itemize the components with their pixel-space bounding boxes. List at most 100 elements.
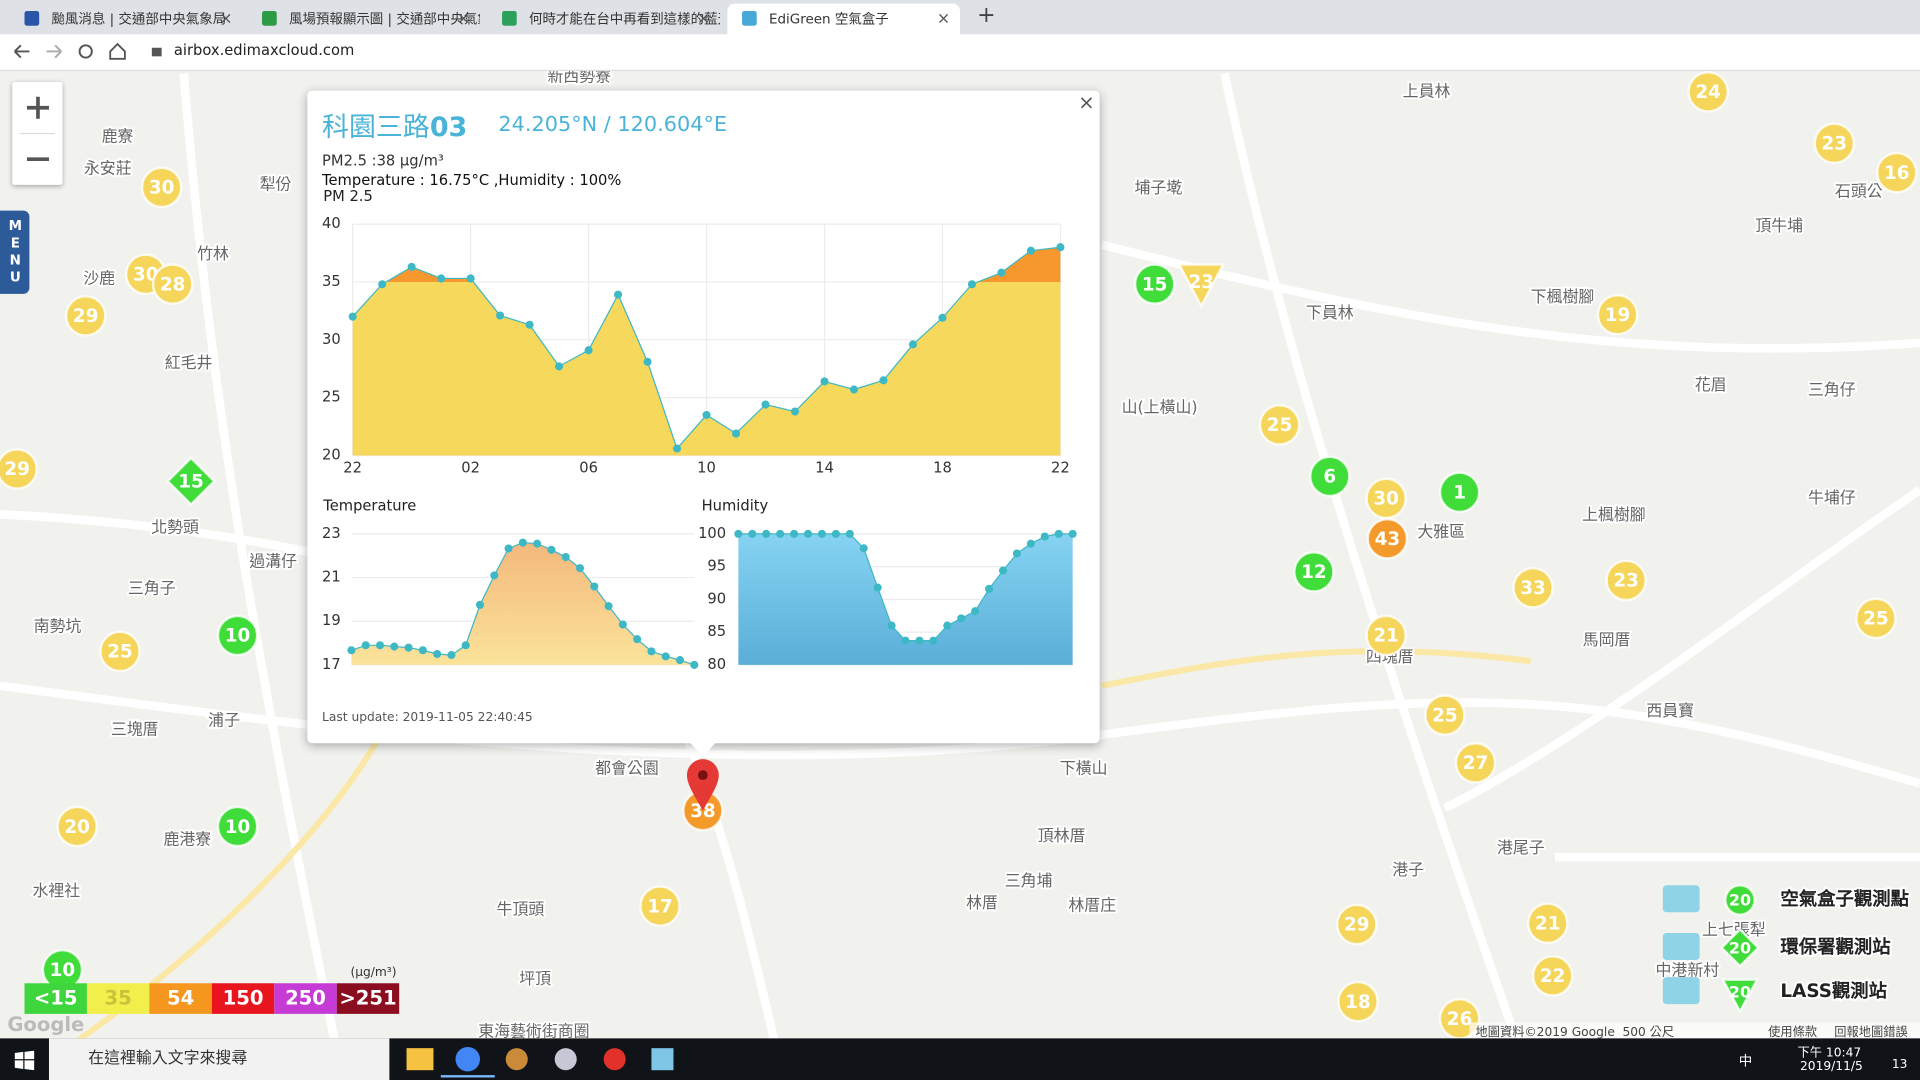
browser-tab[interactable]: 何時才能在台中再看到這樣的藍天 × — [487, 4, 720, 35]
clock-date[interactable]: 2019/11/5 — [1800, 1060, 1863, 1074]
place-label: 林厝 — [966, 893, 998, 912]
station-marker[interactable] — [1258, 404, 1301, 446]
app-6[interactable] — [651, 1048, 674, 1071]
station-marker[interactable] — [1454, 742, 1497, 784]
station-marker[interactable] — [639, 885, 681, 927]
map-report[interactable]: 回報地圖錯誤 — [1834, 1024, 1907, 1039]
tab-close[interactable]: × — [696, 9, 711, 29]
station-marker[interactable] — [151, 263, 194, 305]
station-marker[interactable] — [1365, 614, 1407, 657]
station-marker[interactable] — [1512, 566, 1554, 609]
browser-tab[interactable]: 風場預報顯示圖 | 交通部中央氣象 × — [247, 4, 480, 35]
marker-value: 10 — [225, 626, 251, 647]
name: 科園三路 — [322, 112, 430, 144]
station-marker[interactable] — [1875, 151, 1918, 194]
close-button[interactable]: × — [1078, 90, 1095, 114]
legend-swatch — [336, 983, 400, 1014]
back[interactable] — [14, 44, 30, 59]
tab-icon — [502, 11, 517, 26]
station-marker[interactable] — [1719, 927, 1761, 968]
app-explorer[interactable] — [406, 1048, 434, 1071]
home[interactable] — [109, 42, 126, 60]
marker-value: 6 — [1323, 467, 1336, 488]
station-marker[interactable] — [56, 805, 98, 848]
station-legend-label: 空氣盒子觀測點 — [1780, 888, 1909, 910]
station-marker[interactable] — [0, 448, 38, 490]
tab-close[interactable]: × — [219, 9, 233, 29]
station-marker[interactable] — [1335, 903, 1378, 946]
station-marker[interactable] — [166, 456, 217, 507]
place-label: 沙鹿 — [83, 269, 115, 288]
app-5[interactable] — [603, 1048, 626, 1071]
marker-value: 21 — [1373, 626, 1399, 647]
station-marker[interactable] — [1337, 980, 1379, 1023]
station-marker[interactable] — [1424, 694, 1466, 736]
location-pin[interactable] — [686, 759, 719, 811]
station-marker[interactable] — [1605, 559, 1647, 602]
notification-count[interactable]: 13 — [1891, 1057, 1908, 1072]
place-label: 紅毛井 — [165, 353, 213, 372]
place-label: 三塊厝 — [111, 719, 159, 738]
station-marker[interactable] — [1855, 597, 1897, 640]
station-marker[interactable] — [216, 614, 259, 657]
browser-tab[interactable]: EdiGreen 空氣盒子 × — [727, 3, 960, 35]
place-label: 過溝仔 — [249, 552, 297, 571]
clock-time[interactable]: 下午 10:47 — [1797, 1046, 1862, 1061]
app-4[interactable] — [554, 1048, 577, 1071]
place-label: 石頭公 — [1835, 182, 1883, 201]
zoom-in[interactable] — [26, 96, 49, 119]
forward[interactable] — [46, 44, 62, 59]
marker-value: 16 — [1884, 163, 1910, 184]
search-box[interactable]: 在這裡輸入文字來搜尋 — [48, 1038, 390, 1080]
station-marker[interactable] — [1177, 263, 1226, 309]
station-marker[interactable] — [1531, 955, 1574, 997]
station-marker[interactable] — [1366, 517, 1409, 560]
station-marker[interactable] — [1133, 263, 1176, 305]
station-marker[interactable] — [1526, 902, 1569, 945]
station-marker[interactable] — [1308, 455, 1351, 498]
tab-close[interactable]: × — [456, 9, 471, 29]
station-marker[interactable] — [1365, 477, 1407, 520]
legend-label: 250 — [285, 987, 326, 1010]
marker-value: 28 — [160, 274, 186, 295]
station-marker[interactable] — [1596, 293, 1639, 336]
station-marker[interactable] — [216, 805, 259, 848]
tab-icon — [262, 11, 277, 26]
station-marker[interactable] — [64, 295, 107, 337]
station-marker[interactable] — [1720, 978, 1760, 1015]
station-marker[interactable] — [1438, 471, 1481, 514]
app-3[interactable] — [505, 1048, 528, 1071]
place-label: 浦子 — [208, 711, 240, 730]
place-label: 西員寶 — [1646, 701, 1694, 720]
map-scale: 500 公尺 — [1622, 1025, 1674, 1039]
marker-value: 29 — [4, 459, 30, 480]
marker-value: 25 — [1863, 609, 1889, 630]
tab-icon — [24, 11, 40, 26]
station-marker[interactable] — [1813, 122, 1856, 165]
url[interactable]: airbox.edimaxcloud.com — [173, 41, 355, 59]
station-marker[interactable] — [140, 166, 183, 209]
legend-icon — [1662, 977, 1700, 1005]
marker-value: 10 — [50, 960, 76, 981]
ime[interactable]: 中 — [1738, 1053, 1753, 1069]
start[interactable] — [14, 1050, 35, 1071]
zoom-icons[interactable] — [12, 82, 62, 185]
menu-button[interactable]: MENU — [0, 210, 30, 294]
zoom-control — [12, 82, 63, 185]
station-marker[interactable] — [1293, 551, 1335, 593]
pm-line: PM2.5 :38 μg/m³ — [322, 151, 444, 169]
new-tab[interactable]: + — [977, 2, 996, 29]
reload[interactable] — [78, 44, 93, 59]
marker-value: 23 — [1188, 272, 1214, 293]
map-terms[interactable]: 使用條款 — [1768, 1024, 1817, 1039]
place-label: 水裡社 — [32, 881, 80, 900]
app-chrome[interactable] — [455, 1046, 480, 1072]
browser-tab[interactable]: 颱風消息 | 交通部中央氣象局 × — [10, 4, 243, 35]
tab-close[interactable]: × — [936, 9, 951, 29]
station-marker[interactable] — [99, 630, 141, 673]
station-marker[interactable] — [1724, 884, 1756, 916]
place-label: 鹿港寮 — [163, 830, 211, 849]
station-marker[interactable] — [1687, 71, 1729, 113]
